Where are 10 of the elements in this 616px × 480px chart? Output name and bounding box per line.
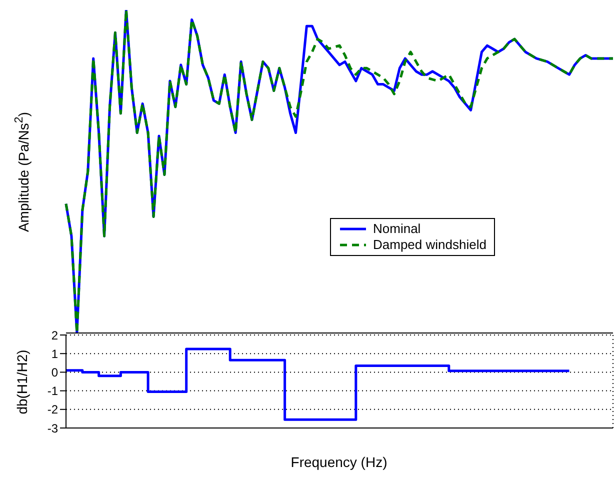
y-tick-label: 0 — [51, 365, 58, 380]
x-axis-title: Frequency (Hz) — [290, 454, 388, 470]
y-tick-label: -1 — [47, 384, 58, 398]
y-axis-title: db(H1/H2) — [14, 349, 30, 414]
y-tick-label: 2 — [51, 328, 58, 342]
legend-label: Damped windshield — [373, 237, 486, 253]
y-tick-label: -2 — [47, 402, 58, 417]
legend-label: Nominal — [373, 221, 421, 237]
y-tick-label: -3 — [47, 421, 58, 436]
y-tick-label: 1 — [51, 346, 58, 361]
